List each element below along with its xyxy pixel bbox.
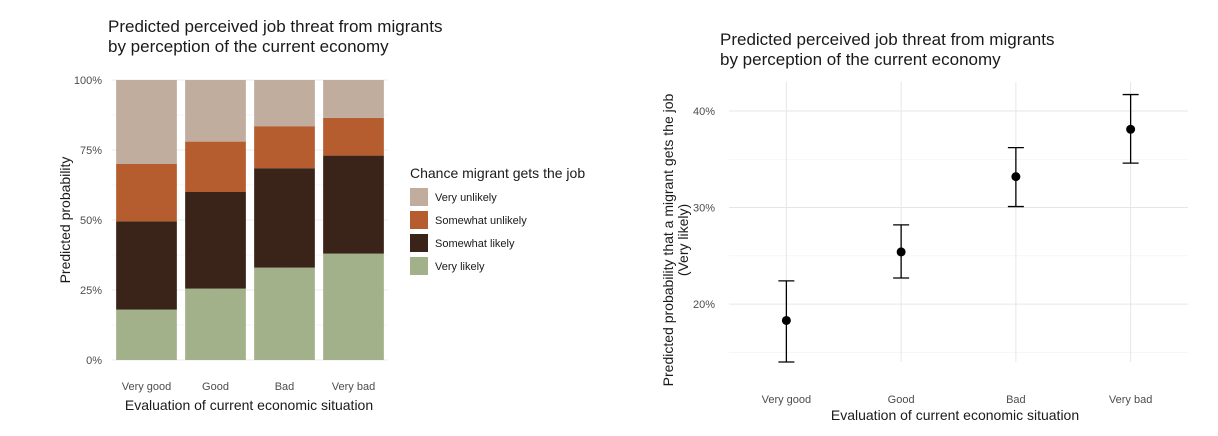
legend: Very unlikely Somewhat unlikely Somewhat l… xyxy=(410,188,527,275)
bar-segment-somewhat-unlikely xyxy=(185,141,246,192)
legend-label: Somewhat likely xyxy=(435,238,515,250)
y-tick-label: 25% xyxy=(80,285,102,297)
x-tick-label: Bad xyxy=(1006,394,1026,406)
y-axis-title: Predicted probability xyxy=(57,157,73,284)
point xyxy=(1011,172,1021,182)
x-tick-label: Very bad xyxy=(332,381,375,393)
point xyxy=(896,247,906,257)
legend-title: Chance migrant gets the job xyxy=(410,165,585,181)
bar-segment-very-unlikely xyxy=(116,80,177,164)
bar-segment-very-likely xyxy=(185,288,246,360)
point xyxy=(1126,124,1136,134)
x-axis-title: Evaluation of current economic situation xyxy=(125,397,373,413)
bar-segment-somewhat-unlikely xyxy=(116,164,177,222)
legend-label: Very likely xyxy=(435,261,485,273)
bar-segment-somewhat-likely xyxy=(254,168,315,268)
chart-title-line-2: by perception of the current economy xyxy=(108,37,389,56)
gridlines xyxy=(729,82,1188,362)
y-axis-title-line-1: Predicted probability that a migrant get… xyxy=(660,93,676,386)
x-tick-label: Very good xyxy=(122,381,172,393)
x-axis-title: Evaluation of current economic situation xyxy=(831,407,1079,423)
legend-label: Somewhat unlikely xyxy=(435,215,527,227)
bar-segment-very-likely xyxy=(323,253,384,360)
legend-swatch xyxy=(410,188,428,206)
y-tick-label: 0% xyxy=(86,355,102,367)
bar-segment-somewhat-likely xyxy=(323,155,384,254)
x-tick-label: Good xyxy=(888,394,915,406)
x-tick-labels: Very good Good Bad Very bad xyxy=(762,394,1153,406)
y-tick-labels: 0% 25% 50% 75% 100% xyxy=(74,75,102,367)
point-errorbar-chart: Predicted perceived job threat from migr… xyxy=(660,30,1188,423)
point xyxy=(781,315,791,325)
y-tick-label: 75% xyxy=(80,145,102,157)
y-tick-labels: 20% 30% 40% xyxy=(693,106,715,311)
bar-segment-somewhat-unlikely xyxy=(323,117,384,156)
legend-swatch xyxy=(410,234,428,252)
x-tick-label: Very bad xyxy=(1109,394,1152,406)
y-axis-title-line-2: (Very likely) xyxy=(675,204,691,276)
bar-segment-somewhat-likely xyxy=(116,221,177,310)
y-tick-label: 50% xyxy=(80,215,102,227)
chart-title-line-1: Predicted perceived job threat from migr… xyxy=(720,30,1055,49)
y-tick-label: 40% xyxy=(693,106,715,118)
bar-segment-very-unlikely xyxy=(323,80,384,118)
y-tick-label: 100% xyxy=(74,75,102,87)
legend-swatch xyxy=(410,211,428,229)
chart-title-line-2: by perception of the current economy xyxy=(720,50,1001,69)
chart-title-line-1: Predicted perceived job threat from migr… xyxy=(108,17,443,36)
bar-segment-very-unlikely xyxy=(185,80,246,142)
y-tick-label: 30% xyxy=(693,203,715,215)
bar-segment-somewhat-unlikely xyxy=(254,126,315,169)
x-tick-labels: Very good Good Bad Very bad xyxy=(122,381,375,393)
bar-segment-very-unlikely xyxy=(254,80,315,127)
x-tick-label: Bad xyxy=(275,381,295,393)
bar-segment-somewhat-likely xyxy=(185,192,246,289)
bar-segment-very-likely xyxy=(116,309,177,360)
stacked-bar-chart: Predicted perceived job threat from migr… xyxy=(57,17,585,413)
x-tick-label: Very good xyxy=(762,394,812,406)
y-tick-label: 20% xyxy=(693,299,715,311)
legend-swatch xyxy=(410,257,428,275)
points-and-error-bars xyxy=(778,93,1139,363)
legend-label: Very unlikely xyxy=(435,192,497,204)
bars xyxy=(116,80,384,360)
bar-segment-very-likely xyxy=(254,267,315,360)
x-tick-label: Good xyxy=(202,381,229,393)
